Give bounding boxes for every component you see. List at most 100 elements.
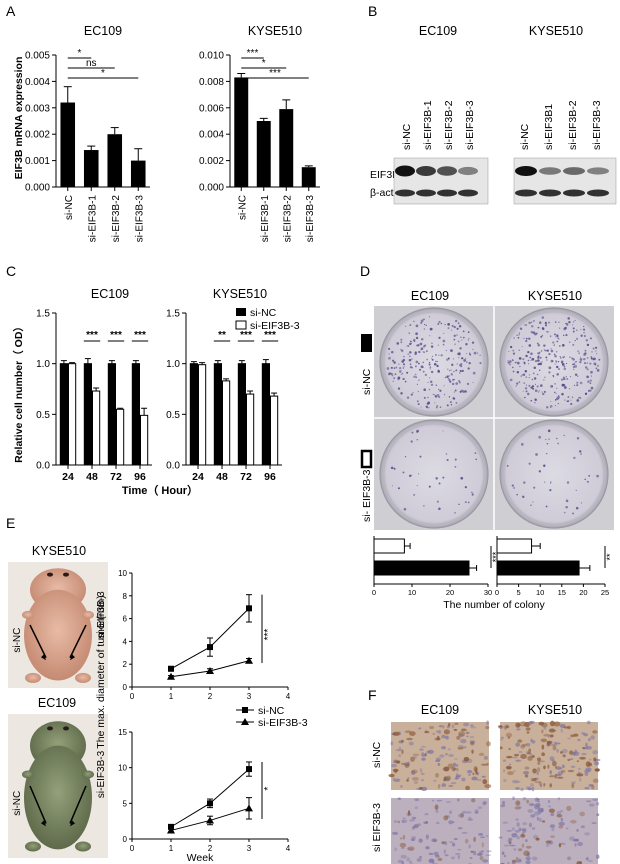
- colony-dot: [407, 353, 409, 355]
- colony-dot: [466, 382, 470, 386]
- panel-b-lane-label: si-EIF3B-2: [567, 100, 579, 150]
- nucleus: [519, 805, 522, 809]
- nucleus: [512, 779, 519, 784]
- nucleus: [525, 860, 531, 864]
- colony-dot: [458, 324, 462, 328]
- colony-dot: [419, 455, 422, 458]
- sig-label: ***: [491, 551, 501, 562]
- mouse-paw: [25, 841, 41, 852]
- bar: [107, 363, 117, 466]
- nucleus: [529, 720, 535, 724]
- stain-spot: [526, 731, 530, 734]
- colony-dot: [579, 360, 582, 364]
- colony-dot: [455, 382, 459, 385]
- panel-e-chart-kyse510: 0 2 4 6 8 10 0 1 2 3 4 ***: [118, 569, 291, 701]
- stain-spot: [506, 755, 513, 759]
- colony-dot: [424, 373, 427, 376]
- colony-dot: [527, 359, 530, 362]
- colony-dot: [528, 384, 531, 387]
- nucleus: [478, 833, 484, 836]
- nucleus: [545, 843, 550, 848]
- nucleus: [441, 734, 446, 739]
- nucleus: [577, 738, 581, 742]
- stain-spot: [550, 835, 555, 838]
- y-tick-label: 1.0: [166, 359, 180, 370]
- colony-dot: [547, 331, 549, 333]
- colony-dot: [417, 473, 420, 475]
- stain-spot: [567, 725, 572, 730]
- colony-dot: [563, 386, 567, 389]
- colony-dot: [552, 341, 555, 344]
- colony-dot: [459, 369, 462, 372]
- colony-dot: [448, 370, 451, 372]
- colony-dot: [468, 338, 470, 340]
- stain-spot: [407, 846, 415, 851]
- colony-dot: [579, 396, 581, 399]
- colony-dot: [556, 373, 559, 376]
- colony-dot: [563, 334, 565, 336]
- colony-dot: [391, 351, 393, 353]
- nucleus: [502, 821, 509, 824]
- nucleus: [585, 767, 592, 772]
- colony-dot: [437, 370, 441, 373]
- colony-dot: [531, 378, 534, 381]
- colony-dot: [542, 392, 545, 396]
- nucleus: [468, 844, 472, 849]
- nucleus: [567, 856, 571, 861]
- colony-dot: [453, 338, 456, 341]
- stain-spot: [473, 766, 478, 772]
- stain-spot: [399, 842, 407, 848]
- x-tick-label: 24: [62, 471, 74, 483]
- colony-dot: [396, 342, 400, 345]
- colony-dot: [422, 366, 424, 368]
- colony-dot: [420, 406, 422, 408]
- stain-spot: [528, 748, 532, 753]
- colony-dot: [394, 373, 397, 375]
- colony-dot: [583, 331, 585, 334]
- panel-d-title-kyse510: KYSE510: [528, 289, 582, 303]
- colony-dot: [456, 327, 459, 330]
- colony-dot: [573, 384, 576, 387]
- colony-dot: [522, 373, 526, 376]
- stain-spot: [594, 768, 600, 772]
- colony-dot: [543, 344, 546, 347]
- stain-spot: [446, 775, 451, 781]
- mouse-paw: [25, 672, 41, 683]
- stain-spot: [543, 765, 546, 770]
- plate-rim: [383, 423, 485, 525]
- colony-dot: [429, 327, 433, 331]
- panel-e-chart-ec109: 0 5 10 15 0 1 2 3 4 *: [118, 728, 291, 853]
- nucleus: [500, 736, 505, 739]
- nucleus: [556, 748, 559, 753]
- colony-dot: [429, 380, 433, 384]
- colony-dot: [460, 364, 462, 366]
- colony-dot: [525, 384, 528, 386]
- stain-spot: [579, 811, 586, 817]
- colony-dot: [596, 369, 600, 372]
- bar: [68, 363, 77, 466]
- colony-dot: [543, 464, 546, 467]
- colony-dot: [403, 378, 405, 380]
- colony-dot: [454, 343, 456, 345]
- colony-dot: [541, 361, 543, 363]
- colony-dot: [450, 404, 453, 406]
- colony-dot: [404, 456, 407, 458]
- nucleus: [512, 796, 515, 801]
- panel-c-legend: si-NC si-EIF3B-3: [235, 307, 300, 332]
- colony-dot: [455, 369, 458, 372]
- colony-dot: [465, 361, 468, 363]
- stain-spot: [395, 760, 401, 764]
- stain-spot: [517, 739, 523, 743]
- nucleus: [522, 822, 528, 826]
- colony-dot: [438, 320, 441, 324]
- y-tick-label: 0: [123, 835, 128, 844]
- colony-dot: [409, 363, 412, 366]
- colony-dot: [437, 344, 440, 346]
- nucleus: [466, 735, 469, 738]
- colony-dot: [429, 335, 431, 337]
- sig-label: ns: [86, 58, 97, 69]
- colony-dot: [416, 383, 418, 385]
- colony-dot: [539, 384, 543, 387]
- colony-dot: [410, 393, 413, 396]
- nucleus: [506, 830, 513, 832]
